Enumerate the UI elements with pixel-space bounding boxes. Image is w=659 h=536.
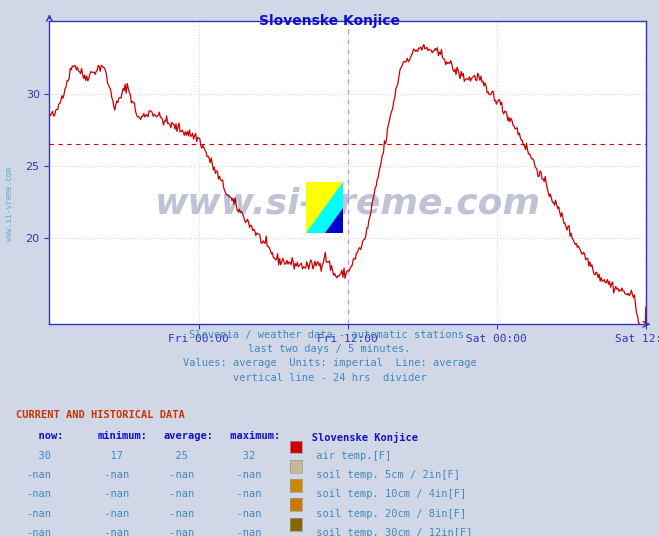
Polygon shape (325, 208, 343, 233)
Polygon shape (306, 182, 343, 233)
Text: -nan: -nan (224, 470, 262, 480)
Text: maximum:: maximum: (224, 431, 280, 442)
Text: -nan: -nan (163, 489, 194, 500)
Text: soil temp. 10cm / 4in[F]: soil temp. 10cm / 4in[F] (310, 489, 466, 500)
Text: www.si-vreme.com: www.si-vreme.com (155, 186, 540, 220)
Text: -nan: -nan (26, 509, 51, 519)
Text: -nan: -nan (163, 509, 194, 519)
Text: -nan: -nan (98, 489, 129, 500)
Text: -nan: -nan (163, 470, 194, 480)
Text: 17: 17 (98, 451, 123, 461)
Text: CURRENT AND HISTORICAL DATA: CURRENT AND HISTORICAL DATA (16, 410, 185, 420)
Text: -nan: -nan (98, 509, 129, 519)
Text: -nan: -nan (26, 489, 51, 500)
Text: 25: 25 (163, 451, 188, 461)
Text: -nan: -nan (98, 470, 129, 480)
Text: 30: 30 (26, 451, 51, 461)
Text: air temp.[F]: air temp.[F] (310, 451, 391, 461)
Text: soil temp. 20cm / 8in[F]: soil temp. 20cm / 8in[F] (310, 509, 466, 519)
Text: Slovenia / weather data - automatic stations.
last two days / 5 minutes.
Values:: Slovenia / weather data - automatic stat… (183, 330, 476, 383)
Text: soil temp. 5cm / 2in[F]: soil temp. 5cm / 2in[F] (310, 470, 460, 480)
Text: soil temp. 30cm / 12in[F]: soil temp. 30cm / 12in[F] (310, 528, 473, 536)
Polygon shape (306, 182, 343, 233)
Text: Slovenske Konjice: Slovenske Konjice (293, 431, 418, 443)
Text: average:: average: (163, 431, 214, 442)
Text: -nan: -nan (163, 528, 194, 536)
Text: -nan: -nan (224, 509, 262, 519)
Text: -nan: -nan (224, 489, 262, 500)
Text: www.si-vreme.com: www.si-vreme.com (5, 167, 14, 241)
Text: -nan: -nan (26, 470, 51, 480)
Text: -nan: -nan (26, 528, 51, 536)
Text: -nan: -nan (224, 528, 262, 536)
Text: 32: 32 (224, 451, 255, 461)
Text: minimum:: minimum: (98, 431, 148, 442)
Text: Slovenske Konjice: Slovenske Konjice (259, 14, 400, 28)
Text: -nan: -nan (98, 528, 129, 536)
Text: now:: now: (26, 431, 64, 442)
